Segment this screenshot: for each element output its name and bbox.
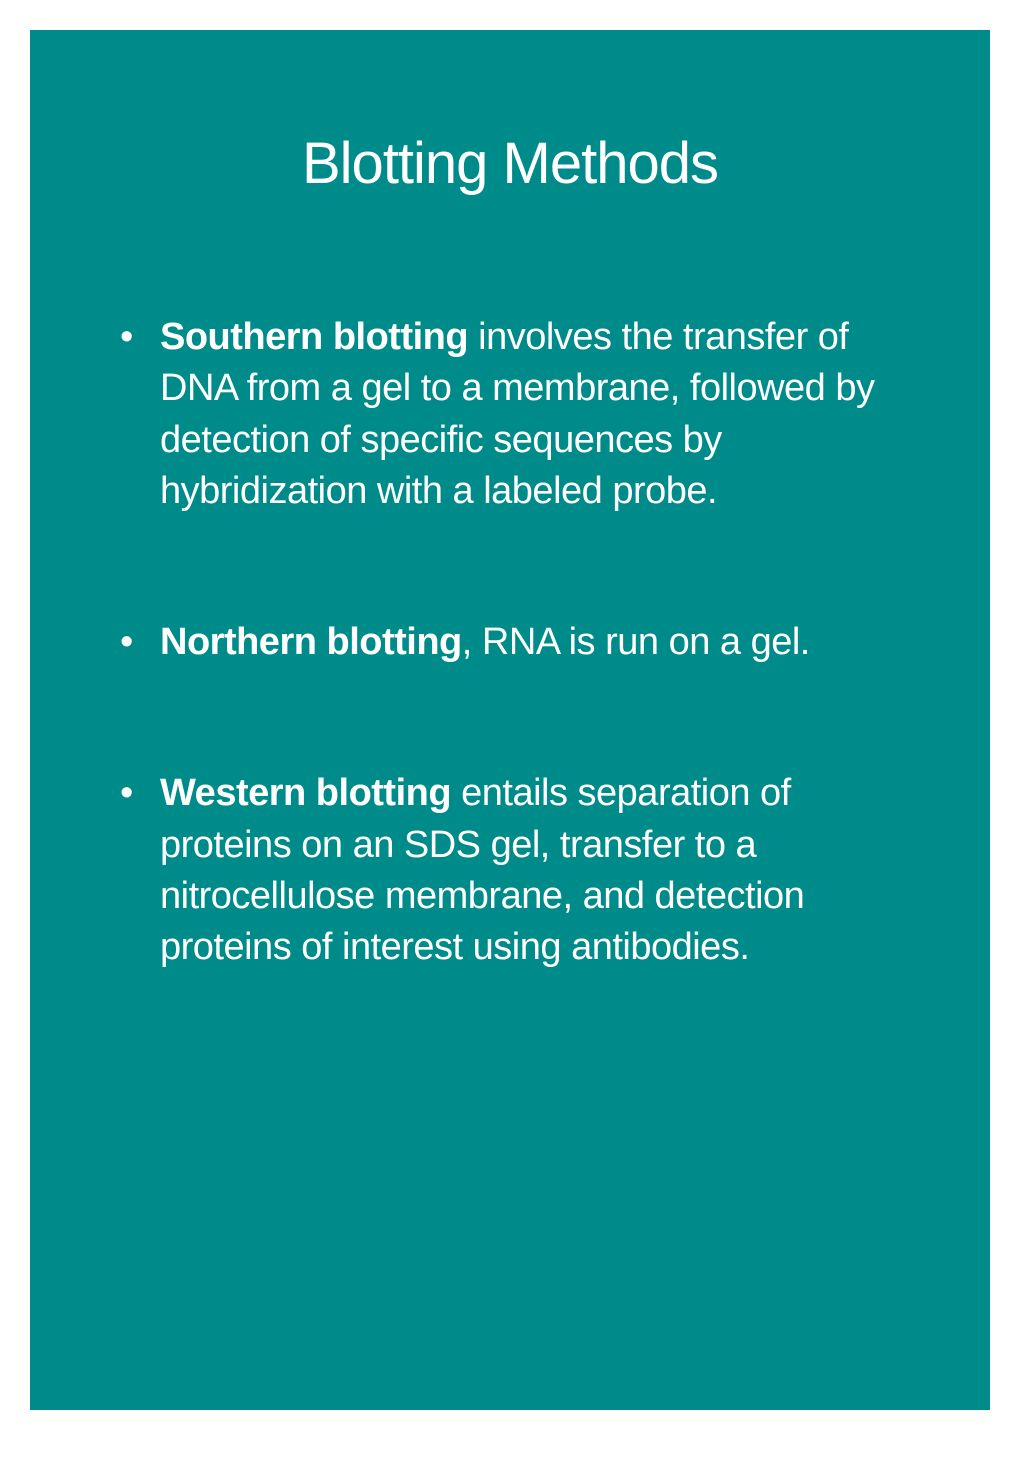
bullet-bold-lead: Northern blotting — [160, 621, 462, 663]
bullet-item: Northern blotting, RNA is run on a gel. — [120, 617, 930, 668]
bullet-item: Western blotting entails separation of p… — [120, 768, 930, 973]
slide-container: Blotting Methods Southern blotting invol… — [30, 30, 990, 1410]
bullet-text: , RNA is run on a gel. — [462, 621, 810, 663]
bullet-bold-lead: Southern blotting — [160, 316, 468, 358]
bullet-bold-lead: Western blotting — [160, 772, 451, 814]
slide-title: Blotting Methods — [90, 130, 930, 197]
bullet-list: Southern blotting involves the transfer … — [90, 312, 930, 974]
bullet-item: Southern blotting involves the transfer … — [120, 312, 930, 517]
